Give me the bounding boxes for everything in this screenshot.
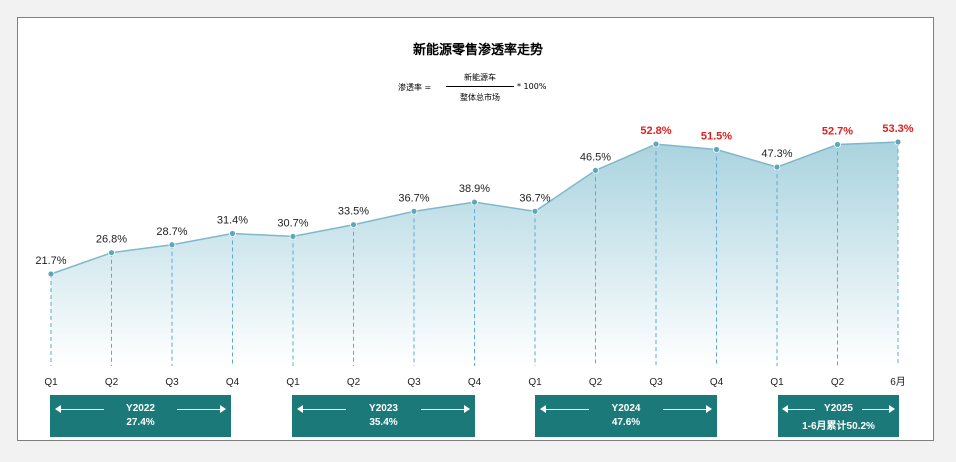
x-tick-label: Q1 bbox=[528, 377, 542, 388]
formula-denominator: 整体总市场 bbox=[460, 93, 500, 102]
data-label: 36.7% bbox=[519, 192, 550, 204]
arrow-right-icon bbox=[663, 405, 712, 413]
arrow-left-icon bbox=[297, 405, 346, 413]
data-point bbox=[652, 140, 660, 148]
arrow-left-icon bbox=[782, 405, 815, 413]
data-point bbox=[531, 207, 539, 215]
arrow-right-icon bbox=[862, 405, 895, 413]
data-point bbox=[894, 138, 902, 146]
data-label: 47.3% bbox=[761, 148, 792, 160]
year-value: 47.6% bbox=[611, 417, 641, 428]
data-label: 53.3% bbox=[882, 123, 913, 135]
year-box-2024: Y2024 47.6% bbox=[535, 395, 717, 437]
x-tick-label: Q2 bbox=[589, 377, 603, 388]
data-point bbox=[834, 141, 841, 148]
year-box-2022: Y2022 27.4% bbox=[50, 395, 231, 437]
year-label: Y2022 bbox=[126, 403, 155, 414]
x-tick-label: Q2 bbox=[105, 377, 119, 388]
x-tick-label: Q2 bbox=[347, 377, 361, 388]
x-tick-label: Q3 bbox=[407, 377, 421, 388]
year-label: Y2023 bbox=[369, 403, 398, 414]
data-label: 31.4% bbox=[217, 214, 248, 226]
year-box-2023: Y2023 35.4% bbox=[292, 395, 475, 437]
x-tick-label: Q1 bbox=[286, 377, 300, 388]
arrow-right-icon bbox=[421, 405, 470, 413]
arrow-right-icon bbox=[177, 405, 226, 413]
data-point bbox=[713, 146, 720, 153]
data-label: 52.8% bbox=[640, 125, 671, 137]
data-point bbox=[350, 221, 357, 229]
data-point bbox=[47, 270, 55, 278]
formula-numerator: 新能源车 bbox=[464, 73, 496, 82]
x-tick-label: Q2 bbox=[831, 377, 845, 388]
data-point bbox=[592, 167, 599, 174]
data-label: 21.7% bbox=[35, 255, 66, 267]
data-point bbox=[471, 198, 478, 206]
data-label: 33.5% bbox=[338, 206, 369, 218]
x-tick-label: Q4 bbox=[468, 377, 482, 388]
year-value: 1-6月累计50.2% bbox=[802, 421, 875, 432]
data-point bbox=[773, 163, 781, 171]
year-box-2025: Y2025 1-6月累计50.2% bbox=[778, 395, 899, 437]
data-label: 46.5% bbox=[580, 151, 611, 163]
data-point bbox=[229, 230, 236, 237]
arrow-left-icon bbox=[540, 405, 589, 413]
data-label: 38.9% bbox=[459, 183, 490, 195]
data-label: 28.7% bbox=[156, 226, 187, 238]
data-label: 30.7% bbox=[277, 217, 308, 229]
data-point bbox=[168, 241, 176, 249]
data-point bbox=[410, 207, 418, 215]
x-tick-label: Q3 bbox=[165, 377, 179, 388]
x-tick-label: 6月 bbox=[890, 376, 906, 388]
x-tick-label: Q3 bbox=[649, 377, 663, 388]
year-value: 27.4% bbox=[126, 417, 155, 428]
data-point bbox=[108, 249, 115, 257]
x-tick-label: Q4 bbox=[710, 377, 724, 388]
data-label: 36.7% bbox=[398, 192, 429, 204]
x-tick-label: Q1 bbox=[770, 377, 784, 388]
data-label: 26.8% bbox=[96, 234, 127, 246]
formula-rhs: * 100% bbox=[517, 82, 547, 91]
x-tick-label: Q4 bbox=[226, 377, 240, 388]
data-label: 52.7% bbox=[822, 126, 853, 138]
year-value: 35.4% bbox=[369, 417, 398, 428]
year-label: Y2025 bbox=[824, 403, 853, 414]
formula-fraction-bar bbox=[446, 86, 514, 87]
data-point bbox=[289, 233, 297, 240]
data-label: 51.5% bbox=[701, 131, 732, 143]
chart-title: 新能源零售渗透率走势 bbox=[412, 43, 543, 58]
arrow-left-icon bbox=[55, 405, 104, 413]
year-label: Y2024 bbox=[611, 403, 641, 414]
x-tick-label: Q1 bbox=[44, 377, 58, 388]
formula-lhs: 渗透率 = bbox=[398, 83, 432, 92]
